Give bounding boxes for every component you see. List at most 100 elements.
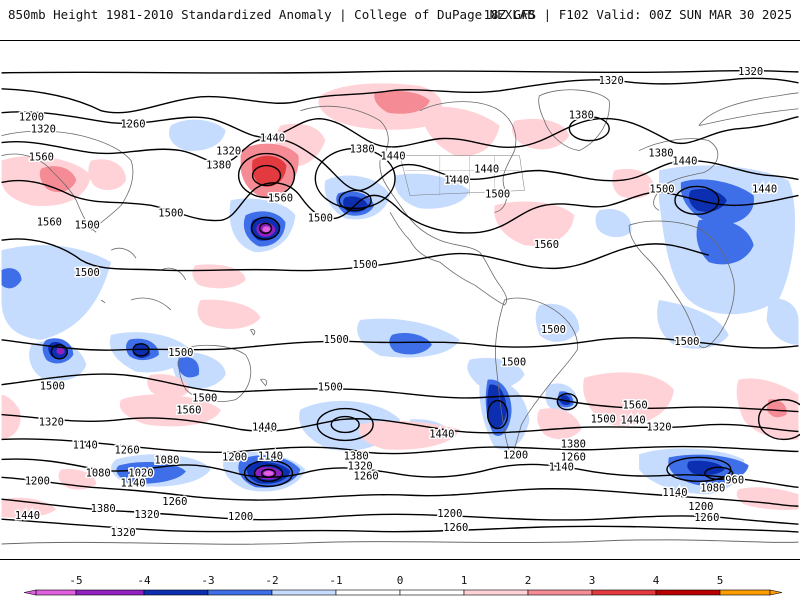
contour-label: 1140 <box>73 439 98 451</box>
contour-label: 1140 <box>120 477 145 489</box>
colorbar-tick-label: 1 <box>461 574 468 587</box>
colorbar-tick-label: -2 <box>265 574 278 587</box>
contour-label: 1560 <box>268 192 293 204</box>
contour-label: 1440 <box>621 415 646 427</box>
contour-label: 1320 <box>646 422 671 434</box>
contour-label: 1140 <box>662 487 687 499</box>
colorbar-tick-label: 5 <box>717 574 724 587</box>
contour-label: 1440 <box>474 164 499 176</box>
colorbar-tick-label: -1 <box>329 574 342 587</box>
contour-label: 1500 <box>541 324 566 336</box>
colorbar-segment <box>719 589 771 596</box>
contour-label: 1560 <box>534 239 559 251</box>
contour-label: 1380 <box>91 503 116 515</box>
contour-label: 1200 <box>25 475 50 487</box>
colorbar-tick-label: -4 <box>137 574 151 587</box>
contour-label: 1380 <box>561 438 586 450</box>
contour-label: 1440 <box>429 428 454 440</box>
contour-label: 1020 <box>128 467 153 479</box>
height-contours <box>1 69 800 533</box>
colorbar-tick-label: -5 <box>69 574 82 587</box>
colorbar-tick-label: -3 <box>201 574 214 587</box>
contour-label: 1260 <box>162 496 187 508</box>
contour-label: 1380 <box>206 160 231 172</box>
coastlines <box>1 89 799 545</box>
colorbar-segment <box>75 589 145 596</box>
contour-label: 1500 <box>353 259 378 271</box>
contour-label: 1500 <box>192 393 217 405</box>
contour-label: 1140 <box>549 461 574 473</box>
contour-label: 1320 <box>31 124 56 136</box>
colorbar-segment <box>35 589 77 596</box>
colorbar: -5 -4 -3 -2 -1 0 1 2 3 4 5 <box>0 560 800 600</box>
contour-label: 1320 <box>39 417 64 429</box>
contour-label: 1500 <box>40 381 65 393</box>
contour-label: 1200 <box>228 511 253 523</box>
contour-label: 1200 <box>19 112 44 124</box>
contour-label: 1560 <box>176 405 201 417</box>
model-run-info: 18Z GFS | F102 Valid: 00Z SUN MAR 30 202… <box>483 7 792 22</box>
contour-label: 1440 <box>252 422 277 434</box>
contour-label: 1260 <box>694 512 719 524</box>
contour-label: 1500 <box>674 336 699 348</box>
contour-label: 1440 <box>380 151 405 163</box>
colorbar-tick-label: 2 <box>525 574 532 587</box>
header: 850mb Height 1981-2010 Standardized Anom… <box>0 0 800 40</box>
contour-label: 1200 <box>503 449 528 461</box>
contour-label: 960 <box>725 474 744 486</box>
contour-label: 1500 <box>158 207 183 219</box>
contour-label: 1200 <box>222 451 247 463</box>
contour-label: 1200 <box>688 501 713 513</box>
contour-label: 1080 <box>700 482 725 494</box>
contour-label: 1500 <box>308 212 333 224</box>
contour-label: 1080 <box>86 467 111 479</box>
contour-label: 1500 <box>318 382 343 394</box>
contour-label: 1380 <box>569 110 594 122</box>
colorbar-segment <box>591 589 657 596</box>
contour-label: 1320 <box>599 75 624 87</box>
contour-label: 1260 <box>114 444 139 456</box>
contour-label: 1380 <box>344 450 369 462</box>
colorbar-segments <box>23 589 783 596</box>
contour-label: 1500 <box>591 414 616 426</box>
colorbar-tick-label: 0 <box>397 574 404 587</box>
colorbar-tick-label: 3 <box>589 574 596 587</box>
contour-label: 1560 <box>623 400 648 412</box>
colorbar-segment <box>655 589 721 596</box>
colorbar-segment <box>335 589 401 596</box>
contour-label: 1260 <box>561 451 586 463</box>
contour-label: 1320 <box>348 460 373 472</box>
contour-label: 1440 <box>15 510 40 522</box>
contour-label: 1560 <box>37 216 62 228</box>
contour-label: 1500 <box>168 347 193 359</box>
map-title: 850mb Height 1981-2010 Standardized Anom… <box>8 7 535 22</box>
contour-label: 1440 <box>752 183 777 195</box>
contour-label: 1260 <box>354 470 379 482</box>
colorbar-segment <box>399 589 465 596</box>
contour-label: 1560 <box>29 152 54 164</box>
contour-label: 1380 <box>350 144 375 156</box>
contour-label: 1440 <box>260 133 285 145</box>
contour-label: 1260 <box>443 522 468 534</box>
contour-label: 1320 <box>134 509 159 521</box>
contour-label: 1260 <box>120 119 145 131</box>
colorbar-segment <box>527 589 593 596</box>
colorbar-ticks: -5 -4 -3 -2 -1 0 1 2 3 4 5 <box>69 574 723 587</box>
contour-label: 1440 <box>444 174 469 186</box>
contour-label: 1320 <box>110 527 135 539</box>
contour-label: 1140 <box>258 450 283 462</box>
contour-label: 1500 <box>75 219 100 231</box>
colorbar-tick-label: 4 <box>653 574 660 587</box>
colorbar-segment <box>463 589 529 596</box>
contour-label: 1500 <box>75 267 100 279</box>
colorbar-max-arrow <box>769 589 783 596</box>
contour-label: 1320 <box>216 146 241 158</box>
contour-label: 1200 <box>437 508 462 520</box>
contour-label: 1080 <box>154 454 179 466</box>
colorbar-segment <box>271 589 337 596</box>
contour-label: 1440 <box>672 156 697 168</box>
contour-label: 1500 <box>501 357 526 369</box>
contour-label: 1500 <box>649 183 674 195</box>
